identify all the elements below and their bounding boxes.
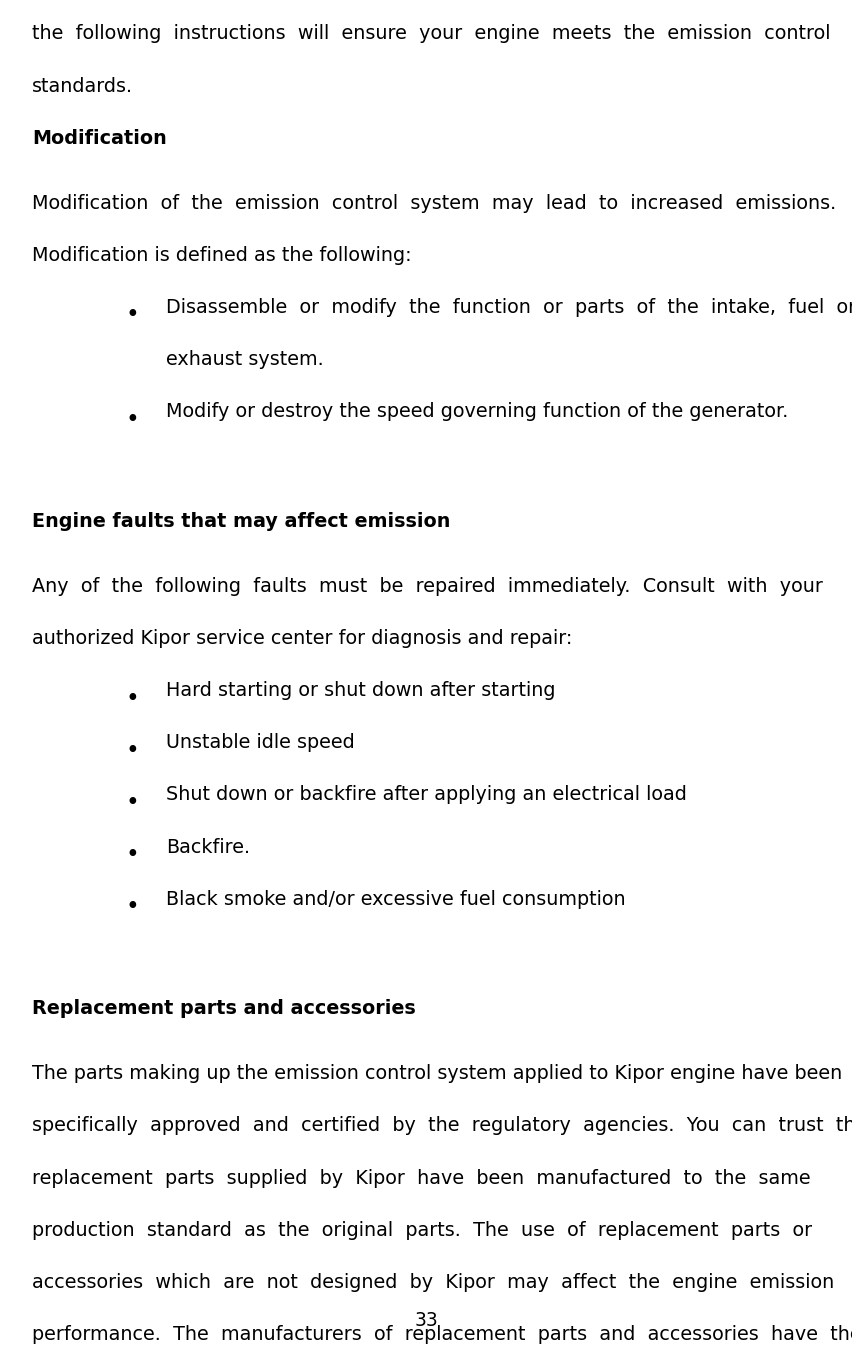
Text: specifically  approved  and  certified  by  the  regulatory  agencies.  You  can: specifically approved and certified by t… xyxy=(32,1117,852,1136)
Text: 33: 33 xyxy=(414,1311,438,1330)
Text: •: • xyxy=(125,895,139,918)
Text: •: • xyxy=(125,408,139,431)
Text: Black smoke and/or excessive fuel consumption: Black smoke and/or excessive fuel consum… xyxy=(166,890,625,909)
Text: Modify or destroy the speed governing function of the generator.: Modify or destroy the speed governing fu… xyxy=(166,402,788,421)
Text: Shut down or backfire after applying an electrical load: Shut down or backfire after applying an … xyxy=(166,785,687,804)
Text: •: • xyxy=(125,844,139,867)
Text: The parts making up the emission control system applied to Kipor engine have bee: The parts making up the emission control… xyxy=(32,1064,842,1083)
Text: Unstable idle speed: Unstable idle speed xyxy=(166,734,354,753)
Text: production  standard  as  the  original  parts.  The  use  of  replacement  part: production standard as the original part… xyxy=(32,1221,812,1240)
Text: the  following  instructions  will  ensure  your  engine  meets  the  emission  : the following instructions will ensure y… xyxy=(32,24,830,43)
Text: Backfire.: Backfire. xyxy=(166,838,250,857)
Text: •: • xyxy=(125,303,139,326)
Text: •: • xyxy=(125,739,139,762)
Text: standards.: standards. xyxy=(32,76,134,96)
Text: Modification  of  the  emission  control  system  may  lead  to  increased  emis: Modification of the emission control sys… xyxy=(32,194,836,213)
Text: accessories  which  are  not  designed  by  Kipor  may  affect  the  engine  emi: accessories which are not designed by Ki… xyxy=(32,1273,834,1292)
Text: •: • xyxy=(125,791,139,814)
Text: replacement  parts  supplied  by  Kipor  have  been  manufactured  to  the  same: replacement parts supplied by Kipor have… xyxy=(32,1169,810,1187)
Text: •: • xyxy=(125,686,139,709)
Text: Replacement parts and accessories: Replacement parts and accessories xyxy=(32,999,416,1018)
Text: Any  of  the  following  faults  must  be  repaired  immediately.  Consult  with: Any of the following faults must be repa… xyxy=(32,577,822,596)
Text: Modification is defined as the following:: Modification is defined as the following… xyxy=(32,246,412,265)
Text: exhaust system.: exhaust system. xyxy=(166,351,324,370)
Text: Modification: Modification xyxy=(32,129,167,148)
Text: Engine faults that may affect emission: Engine faults that may affect emission xyxy=(32,512,450,531)
Text: authorized Kipor service center for diagnosis and repair:: authorized Kipor service center for diag… xyxy=(32,630,572,649)
Text: performance.  The  manufacturers  of  replacement  parts  and  accessories  have: performance. The manufacturers of replac… xyxy=(32,1326,852,1345)
Text: Hard starting or shut down after starting: Hard starting or shut down after startin… xyxy=(166,681,556,700)
Text: Disassemble  or  modify  the  function  or  parts  of  the  intake,  fuel  or: Disassemble or modify the function or pa… xyxy=(166,298,852,317)
